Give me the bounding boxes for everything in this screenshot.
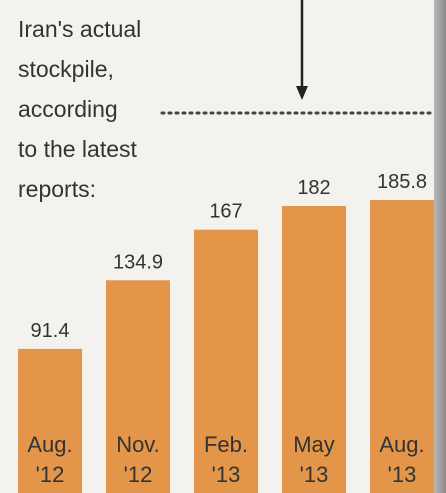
value-label-3: 182: [297, 177, 330, 199]
arrow-head: [296, 86, 308, 100]
category-label-2-1: '13: [212, 462, 241, 487]
annotation-line-3: according: [18, 96, 118, 122]
value-label-2: 167: [209, 201, 242, 223]
category-label-1-0: Nov.: [116, 432, 160, 457]
annotation-line-4: to the latest: [18, 136, 137, 162]
category-label-1-1: '12: [124, 462, 153, 487]
bar-3: [282, 205, 346, 493]
category-label-4-0: Aug.: [379, 432, 424, 457]
right-edge-shadow: [434, 0, 446, 493]
annotation-line-5: reports:: [18, 176, 96, 202]
category-label-3-0: May: [293, 432, 335, 457]
value-label-4: 185.8: [377, 171, 427, 193]
category-label-3-1: '13: [300, 462, 329, 487]
value-label-1: 134.9: [113, 251, 163, 273]
bar-1: [106, 280, 170, 493]
annotation-line-2: stockpile,: [18, 56, 114, 82]
annotation-line-1: Iran's actual: [18, 16, 142, 42]
category-label-4-1: '13: [388, 462, 417, 487]
category-label-2-0: Feb.: [204, 432, 248, 457]
category-label-0-1: '12: [36, 462, 65, 487]
bar-2: [194, 229, 258, 493]
bar-0: [18, 348, 82, 493]
category-label-0-0: Aug.: [27, 432, 72, 457]
bars-group: 91.4 Aug. '12 134.9 Nov. '12 167 Feb. '13 182 May '…: [18, 171, 434, 493]
bar-4: [370, 200, 434, 493]
value-label-0: 91.4: [31, 320, 70, 342]
